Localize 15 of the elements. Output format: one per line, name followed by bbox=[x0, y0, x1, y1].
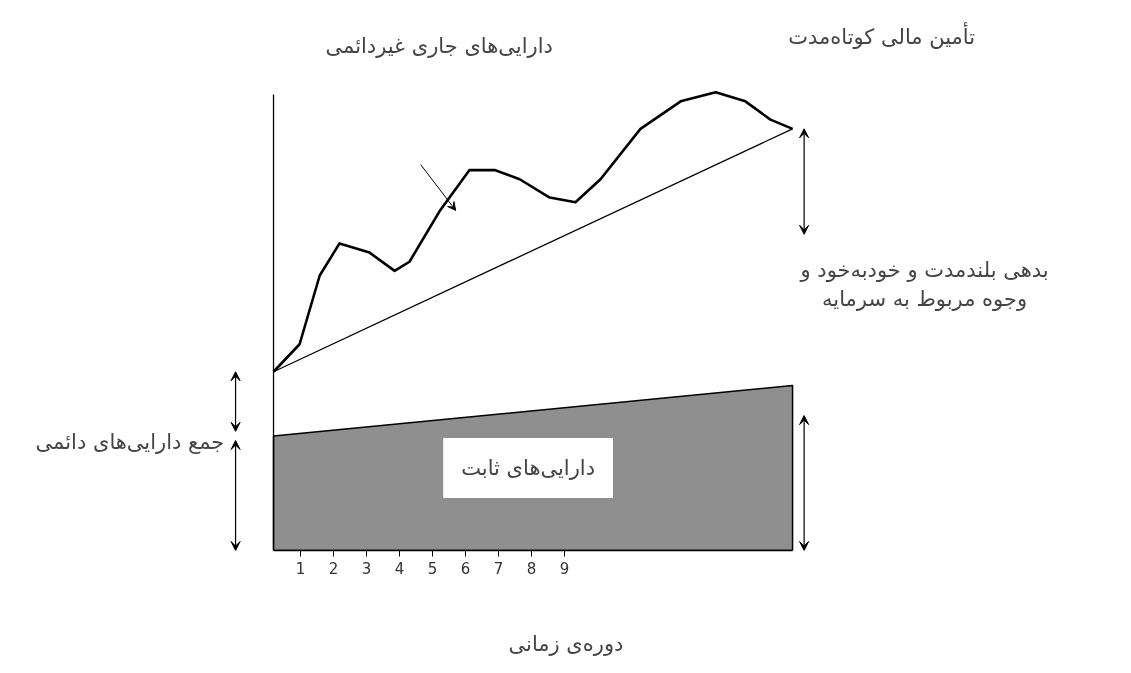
x-tick-label: 7 bbox=[493, 559, 504, 578]
text: تأمین مالی کوتاه‌مدت bbox=[788, 22, 976, 50]
text: بدهی بلندمدت و خودبه‌خود و وجوه مربوط به سرمایه bbox=[799, 258, 1049, 312]
x-tick-label: 8 bbox=[526, 559, 537, 578]
x-tick-label: 9 bbox=[559, 559, 570, 578]
x-tick-label: 4 bbox=[394, 559, 405, 578]
x-tick-label: 5 bbox=[427, 559, 438, 578]
x-tick-label: 3 bbox=[361, 559, 372, 578]
x-tick-label: 6 bbox=[460, 559, 471, 578]
text: جمع دارایی‌های دائمی bbox=[35, 429, 225, 454]
x-axis-title: دوره‌ی زمانی bbox=[508, 631, 624, 656]
x-tick-label: 2 bbox=[328, 559, 339, 578]
annotation: دارایی‌های ثابت bbox=[461, 456, 595, 480]
chart-title: دارایی‌های جاری غیردائمی bbox=[325, 34, 553, 59]
x-tick-label: 1 bbox=[295, 559, 306, 578]
